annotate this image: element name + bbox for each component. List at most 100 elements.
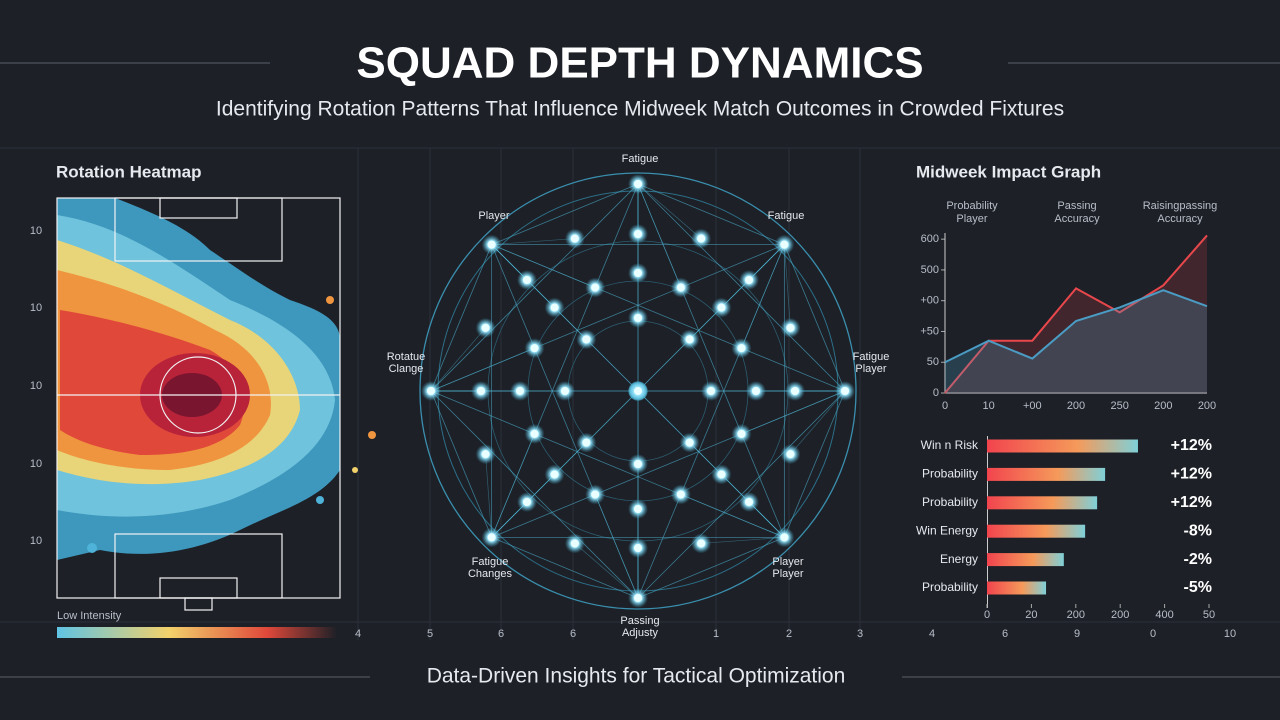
y-tick-label: 600 (921, 233, 939, 245)
network-node (516, 387, 524, 395)
network-link (491, 244, 639, 392)
network-node (582, 438, 591, 447)
network-node (786, 323, 795, 332)
network-link (491, 238, 575, 245)
network-link (637, 390, 846, 599)
network-node (591, 283, 600, 292)
network-link (491, 433, 535, 538)
bar (987, 524, 1086, 538)
heatmap-title: Rotation Heatmap (56, 162, 201, 181)
change-label: -5% (1184, 579, 1212, 596)
network-link (701, 537, 785, 544)
network-link (491, 244, 639, 599)
heatmap-y-label: 10 (30, 458, 42, 470)
bar-axis (987, 436, 988, 608)
bar (987, 439, 1138, 453)
network-link (491, 537, 639, 599)
title: SQUAD DEPTH DYNAMICS (356, 39, 923, 88)
bar-label: Probability (922, 495, 978, 509)
network-link (637, 183, 785, 245)
network-node (481, 323, 490, 332)
series-line (944, 289, 1208, 364)
network-node (634, 230, 642, 238)
network-node (685, 335, 694, 344)
axis-label: 3 (857, 628, 863, 640)
axis-label: 10 (1224, 628, 1236, 640)
network-node (737, 344, 746, 353)
network-node (561, 387, 569, 395)
legend-label: Low Intensity (57, 610, 122, 622)
network-link (637, 537, 785, 599)
network-label: Player (772, 556, 804, 568)
bar (987, 553, 1064, 567)
network-link (491, 244, 846, 392)
column-header: Accuracy (1054, 213, 1100, 225)
network-link (637, 537, 785, 599)
network-node (481, 450, 490, 459)
axis-label: 6 (570, 628, 576, 640)
network-link (491, 244, 587, 340)
network-label: Fatigue (472, 556, 509, 568)
network-node (634, 544, 642, 552)
network (419, 172, 857, 610)
network-link (491, 183, 639, 538)
x-tick-label: 10 (983, 400, 995, 412)
network-label: Passing (620, 615, 659, 627)
x-tick-label: 0 (984, 609, 990, 621)
x-tick-label: 20 (1025, 609, 1037, 621)
network-label: Player (478, 210, 510, 222)
axis-label: 1 (713, 628, 719, 640)
bar-label: Probability (922, 467, 978, 481)
series-area (945, 290, 1207, 393)
network-label: Fatigue (622, 153, 659, 165)
network-node (591, 490, 600, 499)
axis-label: 0 (1150, 628, 1156, 640)
bar-label: Win n Risk (921, 438, 979, 452)
x-tick-label: 200 (1154, 400, 1172, 412)
heatmap-y-label: 10 (30, 302, 42, 314)
network-link (790, 390, 846, 455)
bar (987, 496, 1098, 510)
change-label: +12% (1171, 494, 1212, 511)
pitch-lines (56, 197, 341, 611)
network-node (780, 240, 789, 249)
network-link (594, 494, 639, 599)
network-link (637, 183, 785, 245)
network-link (784, 244, 846, 392)
network-link (637, 390, 785, 538)
network-node (634, 505, 642, 513)
network-link (741, 244, 785, 349)
network-link (430, 244, 785, 392)
network-label: Fatigue (768, 210, 805, 222)
network-label: Fatigue (853, 351, 890, 363)
heatmap-y-label: 10 (30, 225, 42, 237)
x-tick-label: 50 (1203, 609, 1215, 621)
network-node (477, 387, 485, 395)
network-node (791, 387, 799, 395)
footer: Data-Driven Insights for Tactical Optimi… (427, 665, 846, 688)
network-link (491, 244, 596, 288)
heatmap-y-label: 10 (30, 535, 42, 547)
network-node (676, 283, 685, 292)
network-link (430, 390, 492, 538)
bar (987, 581, 1047, 595)
bar-label: Win Energy (916, 523, 978, 537)
network-node (685, 438, 694, 447)
network-node (582, 335, 591, 344)
network-link (491, 183, 639, 538)
y-tick-label: 0 (933, 387, 939, 399)
network-link (637, 183, 846, 392)
network-link (430, 244, 785, 392)
network-link (430, 390, 492, 538)
network-link (574, 543, 639, 599)
network-link (491, 390, 639, 538)
network-node (427, 387, 435, 395)
bar (987, 467, 1106, 481)
network-node (697, 234, 706, 243)
axis-label: 2 (786, 628, 792, 640)
network-link (430, 244, 492, 392)
y-tick-label: 50 (927, 356, 939, 368)
network-label: Clange (389, 363, 424, 375)
network-node (634, 594, 642, 602)
